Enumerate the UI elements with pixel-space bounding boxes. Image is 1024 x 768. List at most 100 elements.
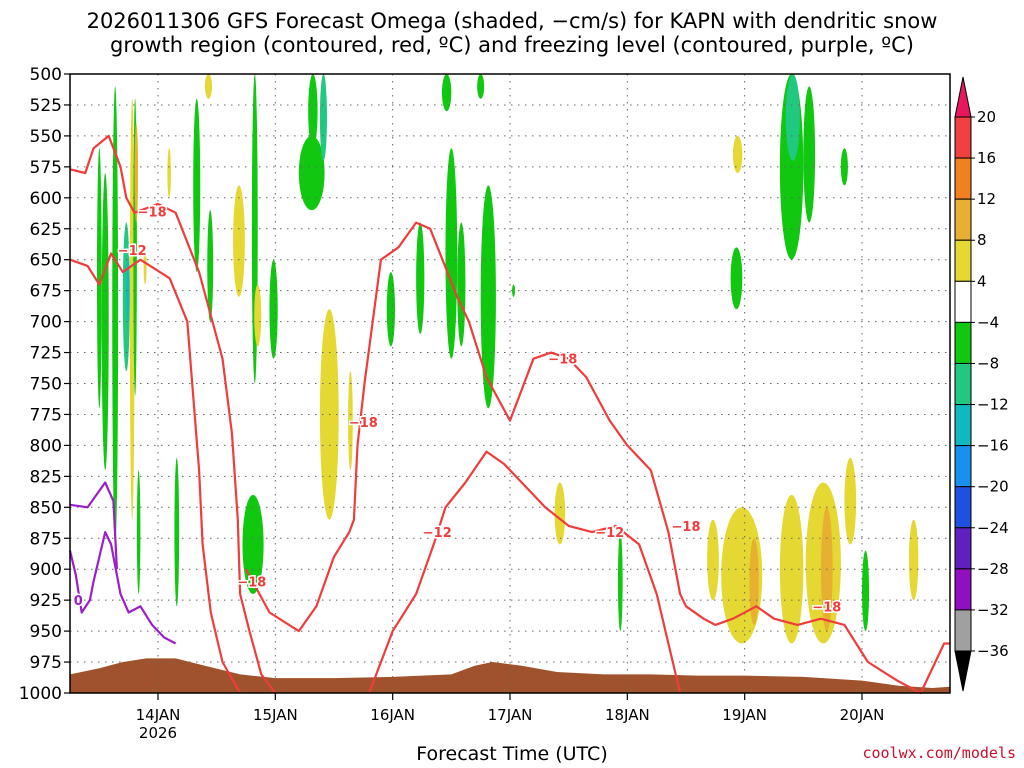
colorbar-label-9: −20 [977,478,1009,496]
contour-label-5: −18 [548,353,577,368]
grid [70,74,950,693]
y-tick-label-1000: 1000 [19,684,62,704]
omega-shade-42 [803,86,816,223]
y-tick-label-625: 625 [30,220,62,240]
colorbar-label-13: −36 [977,642,1009,660]
colorbar-label-6: −8 [977,354,999,372]
omega-shade-20 [298,135,325,211]
omega-shade-36 [732,135,743,174]
y-tick-label-800: 800 [30,436,62,456]
y-tick-label-500: 500 [30,65,62,85]
omega-shade-8 [136,470,141,594]
colorbar-box-12 [954,609,972,652]
colorbar-label-0: 20 [977,108,996,126]
omega-shade-49 [908,519,919,601]
y-tick-label-775: 775 [30,405,62,425]
y-axis: 500 525 550 575 600 625 650 675 700 725 750 775 800 8… [19,65,70,704]
omega-shading [96,74,919,644]
omega-shade-29 [457,222,466,347]
omega-shade-32 [512,284,516,297]
x-axis-title: Forecast Time (UTC) [416,743,608,765]
dgz-contour-3 [368,450,682,694]
y-tick-label-575: 575 [30,158,62,178]
freezing-contour-1 [69,481,118,570]
contour-label-4: −12 [423,526,452,541]
colorbar: 20 16 12 8 4 −4 −8 −12 −16 −20 −24 −28 −32 −36 [954,76,1009,692]
x-tick-sublabel-14: 2026 [139,724,177,742]
terrain-area [70,658,950,693]
omega-shade-18 [254,284,262,347]
omega-shade-25 [386,272,396,347]
contour-label-9: 0 [74,594,83,609]
colorbar-label-5: −4 [977,313,999,331]
contour-label-0: −18 [138,205,167,220]
colorbar-label-3: 8 [977,231,987,249]
chart-title-line1: 2026011306 GFS Forecast Omega (shaded, −… [86,9,938,33]
chart-title-line2: growth region (contoured, red, ºC) and f… [110,33,914,57]
omega-shade-19 [269,259,278,359]
contour-label-3: −18 [349,416,378,431]
colorbar-label-10: −24 [977,519,1009,537]
y-tick-label-725: 725 [30,344,62,364]
colorbar-box-11 [954,568,972,611]
omega-shade-7 [134,123,139,223]
y-tick-label-975: 975 [30,653,62,673]
omega-shade-35 [730,247,743,310]
contour-label-6: −12 [595,526,624,541]
y-tick-label-875: 875 [30,529,62,549]
omega-shade-13 [204,74,212,99]
colorbar-label-4: 4 [977,272,987,290]
omega-shade-10 [174,457,180,607]
omega-shade-41 [785,74,800,161]
omega-shade-15 [233,185,245,297]
colorbar-label-11: −28 [977,560,1009,578]
x-tick-label-18: 18JAN [605,706,650,724]
contour-label-2: −18 [237,576,266,591]
omega-shade-26 [416,222,425,334]
dgz-contour-0 [69,134,277,694]
omega-shade-22 [319,74,327,161]
colorbar-box-3 [954,239,972,282]
x-tick-label-15: 15JAN [253,706,298,724]
colorbar-box-4 [954,280,972,323]
colorbar-box-8 [954,445,972,488]
contour-label-1: −12 [118,244,147,259]
x-tick-label-14: 14JAN [136,706,181,724]
omega-shade-27 [441,74,452,112]
omega-shade-2 [112,86,119,545]
dgz-contour-2 [245,221,950,695]
colorbar-label-8: −16 [977,437,1009,455]
x-tick-label-19: 19JAN [722,706,767,724]
y-tick-label-850: 850 [30,498,62,518]
colorbar-box-2 [954,198,972,241]
omega-shade-39 [749,538,759,625]
colorbar-box-6 [954,362,972,406]
y-tick-label-925: 925 [30,591,62,611]
omega-shade-16 [242,494,264,594]
colorbar-box-10 [954,527,972,570]
y-tick-label-700: 700 [30,313,62,333]
omega-shade-0 [96,148,102,409]
terrain [70,658,950,693]
omega-shade-24 [348,371,353,471]
x-tick-label-16: 16JAN [370,706,415,724]
y-tick-label-825: 825 [30,467,62,487]
omega-shade-37 [707,519,719,601]
omega-shade-48 [862,550,870,632]
colorbar-box-1 [954,157,972,200]
y-tick-label-600: 600 [30,189,62,209]
colorbar-box-7 [954,404,972,447]
omega-shade-30 [477,74,485,99]
colorbar-label-1: 16 [977,149,996,167]
contour-label-8: −18 [812,600,841,615]
x-tick-label-20: 20JAN [840,706,885,724]
omega-shade-34 [617,532,623,632]
y-tick-label-750: 750 [30,375,62,395]
colorbar-label-7: −12 [977,396,1009,414]
colorbar-bottom-arrow [954,650,972,692]
omega-shade-4 [126,259,130,322]
dgz-contour-1 [69,252,242,694]
y-tick-label-950: 950 [30,622,62,642]
